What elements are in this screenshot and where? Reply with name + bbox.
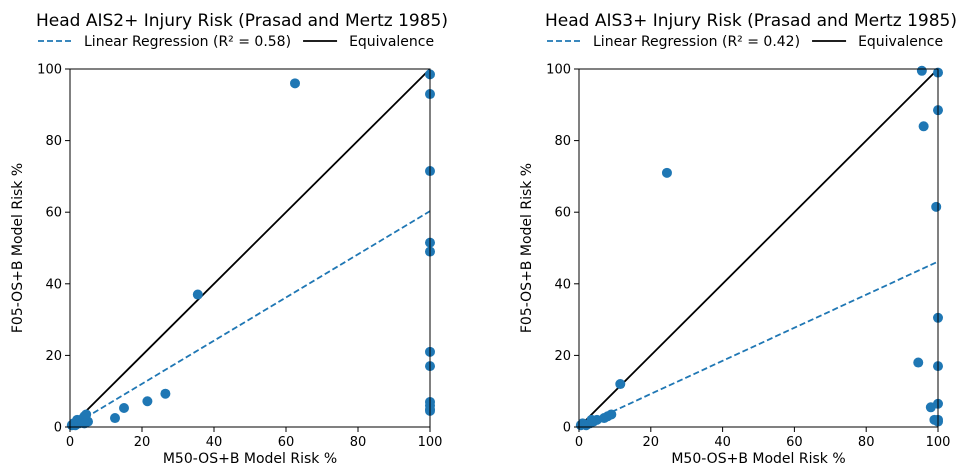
legend-entry-label: Linear Regression (R² = 0.58) bbox=[84, 34, 291, 50]
y-tick-label: 20 bbox=[45, 349, 62, 364]
y-tick-label: 0 bbox=[563, 421, 571, 436]
x-axis-label: M50-OS+B Model Risk % bbox=[671, 451, 845, 467]
legend-entry-label: Equivalence bbox=[349, 34, 434, 50]
regression-line bbox=[579, 260, 938, 427]
y-axis-label: F05-OS+B Model Risk % bbox=[10, 163, 26, 333]
equivalence-line bbox=[70, 69, 430, 427]
x-tick-label: 60 bbox=[786, 435, 803, 450]
y-tick-label: 100 bbox=[546, 63, 571, 78]
legend: Linear Regression (R² = 0.58) Equivalence bbox=[38, 34, 434, 50]
y-tick-label: 80 bbox=[45, 134, 62, 149]
x-tick-label: 40 bbox=[206, 435, 223, 450]
x-tick-label: 80 bbox=[350, 435, 367, 450]
x-tick-label: 60 bbox=[278, 435, 295, 450]
y-tick-label: 40 bbox=[554, 277, 571, 292]
y-tick-label: 60 bbox=[554, 206, 571, 221]
data-point bbox=[110, 413, 120, 424]
data-points bbox=[575, 65, 943, 431]
x-tick-label: 20 bbox=[643, 435, 660, 450]
data-point bbox=[192, 289, 203, 300]
x-tick-label: 100 bbox=[418, 435, 443, 450]
plot-area bbox=[70, 69, 430, 427]
axes-frame bbox=[69, 68, 431, 428]
data-point bbox=[81, 409, 92, 420]
y-tick-label: 100 bbox=[37, 63, 62, 78]
data-point bbox=[606, 409, 617, 420]
data-point bbox=[142, 396, 153, 407]
data-point bbox=[913, 357, 924, 368]
plot-area bbox=[579, 69, 938, 427]
y-tick-label: 80 bbox=[554, 134, 571, 149]
x-axis-label: M50-OS+B Model Risk % bbox=[163, 451, 337, 467]
data-point bbox=[918, 121, 929, 132]
chart-title: Head AIS3+ Injury Risk (Prasad and Mertz… bbox=[545, 11, 957, 31]
x-tick-label: 0 bbox=[575, 435, 583, 450]
chart-panel-2: Head AIS3+ Injury Risk (Prasad and Mertz… bbox=[519, 11, 957, 467]
y-tick-label: 60 bbox=[45, 206, 62, 221]
data-point bbox=[119, 403, 129, 414]
x-tick-label: 100 bbox=[926, 435, 951, 450]
data-point bbox=[290, 78, 300, 89]
chart-title: Head AIS2+ Injury Risk (Prasad and Mertz… bbox=[36, 11, 448, 31]
y-tick-label: 0 bbox=[54, 421, 62, 436]
data-point bbox=[615, 379, 626, 390]
y-tick-label: 20 bbox=[554, 349, 571, 364]
data-point bbox=[79, 418, 90, 429]
legend: Linear Regression (R² = 0.42) Equivalence bbox=[547, 34, 943, 50]
y-tick-label: 40 bbox=[45, 277, 62, 292]
chart-panel-1: Head AIS2+ Injury Risk (Prasad and Mertz… bbox=[10, 11, 448, 467]
data-point bbox=[661, 167, 672, 178]
x-tick-label: 80 bbox=[858, 435, 875, 450]
data-point bbox=[931, 201, 942, 212]
y-axis-label: F05-OS+B Model Risk % bbox=[519, 163, 535, 333]
x-tick-label: 40 bbox=[714, 435, 731, 450]
data-point bbox=[160, 388, 171, 399]
legend-entry-label: Linear Regression (R² = 0.42) bbox=[593, 34, 800, 50]
x-tick-label: 0 bbox=[66, 435, 74, 450]
legend-entry-label: Equivalence bbox=[858, 34, 943, 50]
regression-line bbox=[70, 210, 430, 427]
x-tick-label: 20 bbox=[134, 435, 151, 450]
data-point bbox=[916, 65, 927, 76]
axes-frame bbox=[578, 68, 939, 428]
equivalence-line bbox=[579, 69, 938, 427]
